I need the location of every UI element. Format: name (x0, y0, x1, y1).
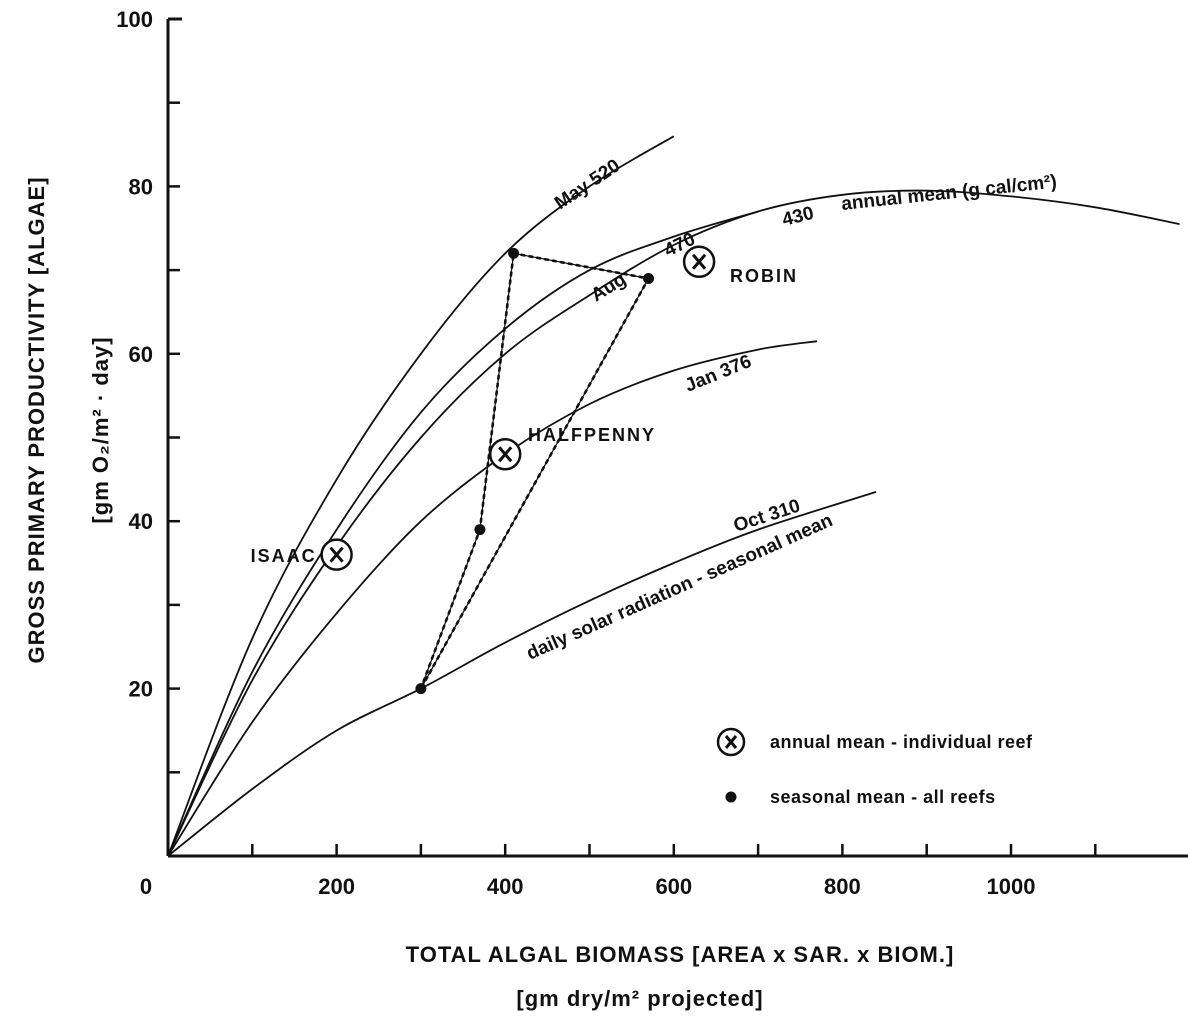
seasonal-links-layer (419, 252, 650, 690)
label-430: 430 (780, 203, 816, 231)
x-axis-subtitle: [gm dry/m² projected] (516, 986, 763, 1011)
legend-dot-symbol (725, 791, 737, 803)
x-tick-label: 200 (318, 874, 355, 899)
reef-label-robin: ROBIN (730, 266, 798, 286)
y-tick-label: 100 (116, 7, 153, 32)
curve-oct-310 (167, 491, 877, 857)
seasonal-mean-point (508, 247, 520, 259)
curve-aug-470 (167, 210, 759, 857)
y-tick-label: 40 (129, 509, 153, 534)
labels-layer: 0 200 400 600 800 1000 20 40 60 80 100 TOTAL ALGAL … (24, 7, 1058, 1011)
label-annual-mean: annual mean (g cal/cm²) (840, 171, 1057, 215)
seasonal-mean-point (643, 272, 655, 284)
x-tick-label: 400 (487, 874, 524, 899)
x-axis-title: TOTAL ALGAL BIOMASS [AREA x SAR. x BIOM.… (406, 942, 955, 967)
reef-label-halfpenny: HALFPENNY (528, 425, 656, 445)
seasonal-link-core (420, 529, 481, 689)
curves-layer (167, 135, 1180, 857)
legend-x-mark (724, 735, 738, 749)
y-tick-label: 20 (129, 677, 153, 702)
label-may-520: May 520 (551, 155, 624, 214)
curve-annual-430 (167, 189, 1180, 857)
curve-may-520 (167, 135, 675, 857)
seasonal-link-core (420, 278, 650, 689)
y-axis-subtitle: [gm O₂/m² · day] (88, 336, 113, 523)
y-tick-label: 60 (129, 342, 153, 367)
points-layer (320, 245, 746, 803)
x-tick-label: 800 (824, 874, 861, 899)
x-tick-label: 600 (655, 874, 692, 899)
seasonal-link-core (479, 253, 515, 530)
legend-annual-mean-label: annual mean - individual reef (770, 732, 1033, 752)
reef-label-isaac: ISAAC (251, 546, 317, 566)
y-axis-title: GROSS PRIMARY PRODUCTIVITY [ALGAE] (24, 176, 49, 663)
seasonal-mean-point (415, 683, 427, 695)
reef-mean-x (498, 446, 513, 463)
axes-layer (166, 17, 1188, 858)
legend-seasonal-mean-label: seasonal mean - all reefs (770, 787, 996, 807)
y-tick-label: 80 (129, 174, 153, 199)
x-tick-label: 1000 (987, 874, 1036, 899)
x-tick-label: 0 (140, 874, 152, 899)
reef-mean-x (691, 253, 707, 270)
curve-jan-376 (167, 340, 818, 857)
reef-mean-x (329, 546, 344, 563)
seasonal-link-core (513, 252, 649, 280)
label-daily-solar: daily solar radiation - seasonal mean (523, 510, 835, 664)
seasonal-mean-point (474, 524, 486, 536)
